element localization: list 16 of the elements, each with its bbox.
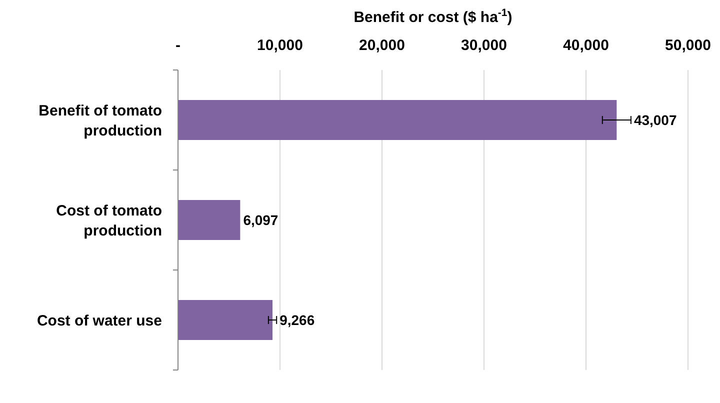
x-tick-label: 10,000 xyxy=(257,37,303,54)
data-label: 43,007 xyxy=(634,112,677,128)
y-tick-label: Cost of tomato production xyxy=(56,202,162,240)
x-tick-label: 50,000 xyxy=(665,37,711,54)
bar xyxy=(178,200,240,240)
y-tick-label: Benefit of tomato production xyxy=(38,102,162,140)
x-tick-label: 20,000 xyxy=(359,37,405,54)
x-tick-label: 40,000 xyxy=(563,37,609,54)
data-label: 9,266 xyxy=(280,312,315,328)
y-tick-label: Cost of water use xyxy=(36,312,162,330)
bar xyxy=(178,300,273,340)
x-tick-label: - xyxy=(176,37,180,54)
bar xyxy=(178,100,617,140)
x-tick-label: 30,000 xyxy=(461,37,507,54)
data-label: 6,097 xyxy=(243,212,278,228)
x-axis-title: Benefit or cost ($ ha$^{-1}$) xyxy=(354,7,512,26)
